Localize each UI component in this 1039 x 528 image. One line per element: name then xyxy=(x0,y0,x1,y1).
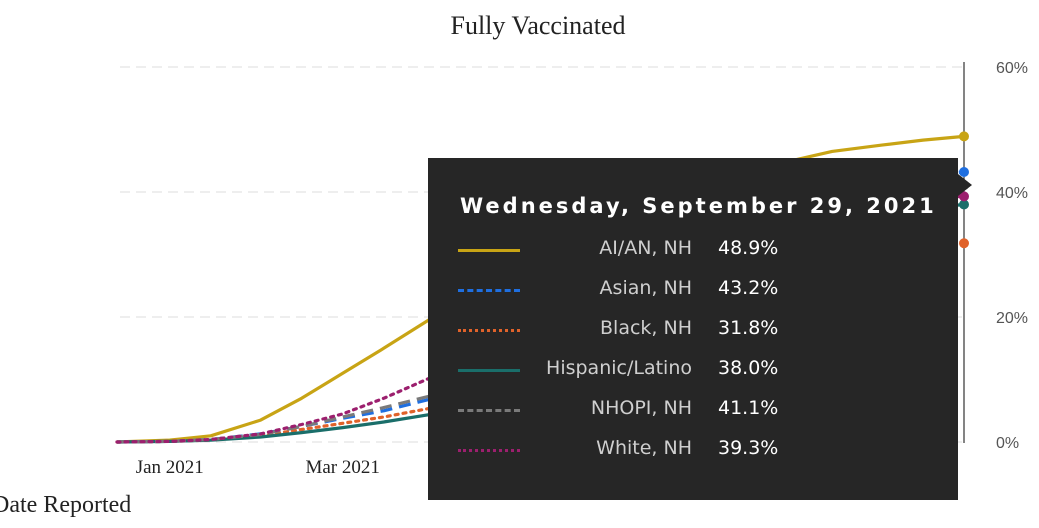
series-endpoint-5 xyxy=(959,191,969,202)
y-tick-label: 0% xyxy=(996,435,1019,452)
tooltip-series-name: NHOPI, NH xyxy=(590,397,692,419)
series-endpoint-0 xyxy=(959,131,969,142)
tooltip-series-name: Asian, NH xyxy=(599,277,692,299)
tooltip-row: NHOPI, NH 41.1% xyxy=(428,394,958,426)
tooltip-row: White, NH 39.3% xyxy=(428,434,958,466)
tooltip-series-value: 43.2% xyxy=(718,277,779,299)
legend-swatch-icon xyxy=(458,369,520,372)
tooltip-series-value: 41.1% xyxy=(718,397,779,419)
tooltip-row: Hispanic/Latino 38.0% xyxy=(428,354,958,386)
x-tick-label: Mar 2021 xyxy=(305,457,379,478)
tooltip-series-value: 38.0% xyxy=(718,357,779,379)
x-axis-ticks: Jan 2021 Mar 2021 xyxy=(136,457,380,478)
series-endpoint-1 xyxy=(959,167,969,177)
tooltip-row: Black, NH 31.8% xyxy=(428,314,958,346)
tooltip-series-name: Hispanic/Latino xyxy=(546,357,692,379)
hover-tooltip: Wednesday, September 29, 2021 AI/AN, NH 4… xyxy=(428,158,958,500)
legend-swatch-icon xyxy=(458,289,520,292)
legend-swatch-icon xyxy=(458,329,520,332)
legend-swatch-icon xyxy=(458,409,520,412)
series-endpoints xyxy=(959,131,969,249)
y-tick-label: 60% xyxy=(996,60,1028,77)
series-endpoint-3 xyxy=(959,199,969,210)
x-tick-label: Jan 2021 xyxy=(136,457,204,478)
legend-swatch-icon xyxy=(458,249,520,252)
tooltip-date: Wednesday, September 29, 2021 xyxy=(460,194,937,218)
x-axis-label: Date Reported xyxy=(0,492,131,518)
tooltip-row: AI/AN, NH 48.9% xyxy=(428,234,958,266)
tooltip-series-value: 31.8% xyxy=(718,317,779,339)
tooltip-series-name: AI/AN, NH xyxy=(599,237,692,259)
chart-title: Fully Vaccinated xyxy=(451,11,626,40)
y-axis-ticks: 60% 40% 20% 0% xyxy=(996,60,1028,452)
legend-swatch-icon xyxy=(458,449,520,452)
series-endpoint-2 xyxy=(959,238,969,249)
tooltip-pointer-icon xyxy=(958,174,972,196)
tooltip-series-name: Black, NH xyxy=(600,317,692,339)
tooltip-series-name: White, NH xyxy=(596,437,692,459)
y-tick-label: 20% xyxy=(996,310,1028,327)
tooltip-row: Asian, NH 43.2% xyxy=(428,274,958,306)
tooltip-series-value: 48.9% xyxy=(718,237,779,259)
tooltip-series-value: 39.3% xyxy=(718,437,779,459)
y-tick-label: 40% xyxy=(996,185,1028,202)
